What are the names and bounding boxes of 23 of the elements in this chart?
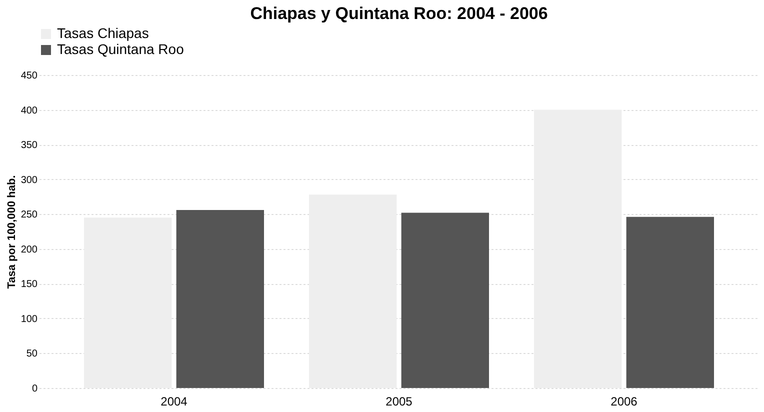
bar: [84, 218, 172, 388]
y-tick-label: 150: [20, 279, 38, 290]
bar: [176, 210, 264, 388]
x-tick-label: 2006: [610, 394, 638, 408]
y-tick-label: 400: [20, 105, 38, 116]
y-tick-label: 100: [20, 314, 38, 325]
y-tick-label: 50: [26, 348, 38, 360]
y-tick-label: 0: [32, 384, 38, 394]
y-tick-label: 250: [20, 210, 38, 221]
legend-label: Tasas Quintana Roo: [57, 41, 184, 57]
bar: [401, 212, 489, 388]
x-tick-label: 2005: [386, 394, 413, 408]
chart-title: Chiapas y Quintana Roo: 2004 - 2006: [250, 4, 548, 23]
y-axis-title: Tasa por 100,000 hab.: [6, 175, 18, 289]
y-tick-label: 450: [20, 70, 38, 82]
bar: [309, 194, 397, 388]
x-tick-label: 2004: [160, 394, 188, 408]
legend-label: Tasas Chiapas: [57, 25, 149, 41]
bar: [626, 216, 714, 388]
y-tick-label: 200: [20, 244, 38, 256]
y-tick-label: 300: [20, 174, 38, 186]
bar: [534, 110, 622, 388]
y-tick-label: 350: [20, 140, 38, 152]
